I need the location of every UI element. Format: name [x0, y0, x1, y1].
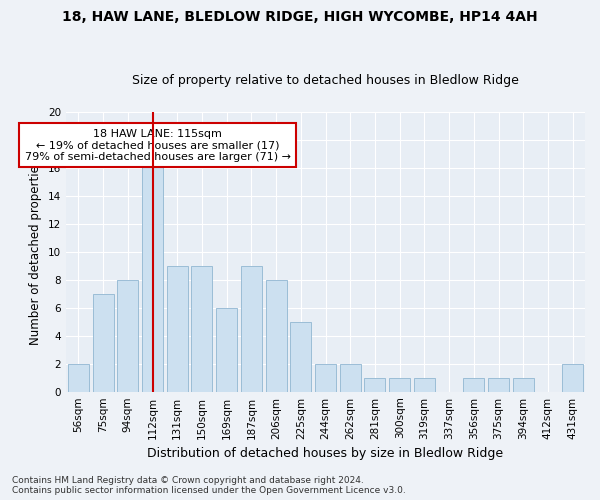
Bar — [241, 266, 262, 392]
Text: 18 HAW LANE: 115sqm
← 19% of detached houses are smaller (17)
79% of semi-detach: 18 HAW LANE: 115sqm ← 19% of detached ho… — [25, 128, 290, 162]
Bar — [167, 266, 188, 392]
Bar — [290, 322, 311, 392]
Bar — [414, 378, 435, 392]
Bar — [562, 364, 583, 392]
Bar — [191, 266, 212, 392]
Title: Size of property relative to detached houses in Bledlow Ridge: Size of property relative to detached ho… — [132, 74, 519, 87]
X-axis label: Distribution of detached houses by size in Bledlow Ridge: Distribution of detached houses by size … — [148, 447, 503, 460]
Text: 18, HAW LANE, BLEDLOW RIDGE, HIGH WYCOMBE, HP14 4AH: 18, HAW LANE, BLEDLOW RIDGE, HIGH WYCOMB… — [62, 10, 538, 24]
Bar — [68, 364, 89, 392]
Text: Contains HM Land Registry data © Crown copyright and database right 2024.
Contai: Contains HM Land Registry data © Crown c… — [12, 476, 406, 495]
Bar — [340, 364, 361, 392]
Bar — [463, 378, 484, 392]
Bar — [364, 378, 385, 392]
Bar — [118, 280, 139, 392]
Bar — [315, 364, 336, 392]
Bar — [488, 378, 509, 392]
Bar — [266, 280, 287, 392]
Bar — [92, 294, 113, 392]
Bar — [513, 378, 534, 392]
Bar — [142, 154, 163, 392]
Y-axis label: Number of detached properties: Number of detached properties — [29, 158, 43, 344]
Bar — [389, 378, 410, 392]
Bar — [216, 308, 237, 392]
